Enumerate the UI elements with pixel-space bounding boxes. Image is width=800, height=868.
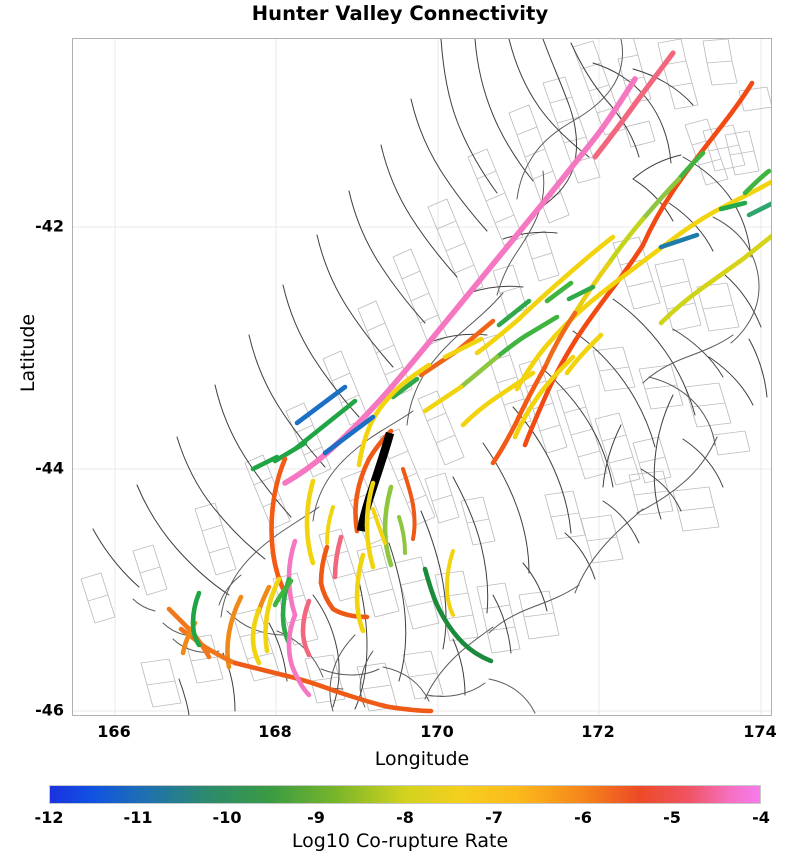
cbtick-minus7: -7	[485, 808, 503, 827]
cbtick-minus10: -10	[212, 808, 242, 827]
map-axes: .gl{stroke:#e8e8e8;stroke-width:1;} .dk{…	[72, 38, 772, 716]
ytick-minus44: -44	[35, 458, 64, 478]
xtick-166: 166	[97, 722, 131, 741]
ytick-minus46: -46	[35, 700, 64, 720]
fault-map-svg: .gl{stroke:#e8e8e8;stroke-width:1;} .dk{…	[73, 39, 771, 715]
cbtick-minus8: -8	[396, 808, 414, 827]
coastline-layer	[132, 39, 760, 714]
x-axis-label: Longitude	[374, 748, 470, 770]
fault-traces-layer	[92, 39, 768, 715]
xtick-174: 174	[743, 722, 777, 741]
corupture-faults-layer	[166, 50, 771, 714]
colorbar-label: Log10 Co-rupture Rate	[291, 830, 509, 852]
fault-surface-projections-layer	[80, 39, 771, 712]
cbtick-minus12: -12	[34, 808, 64, 827]
colorbar	[49, 785, 761, 804]
cbtick-minus9: -9	[307, 808, 325, 827]
xtick-170: 170	[420, 722, 454, 741]
figure-title: Hunter Valley Connectivity	[251, 2, 549, 25]
cbtick-minus4: -4	[752, 808, 770, 827]
cbtick-minus11: -11	[123, 808, 153, 827]
xtick-172: 172	[581, 722, 615, 741]
xtick-168: 168	[258, 722, 292, 741]
ytick-minus42: -42	[35, 216, 64, 236]
cbtick-minus6: -6	[574, 808, 592, 827]
cbtick-minus5: -5	[663, 808, 681, 827]
colorbar-gradient	[49, 785, 761, 804]
y-axis-label: Latitude	[17, 313, 39, 393]
